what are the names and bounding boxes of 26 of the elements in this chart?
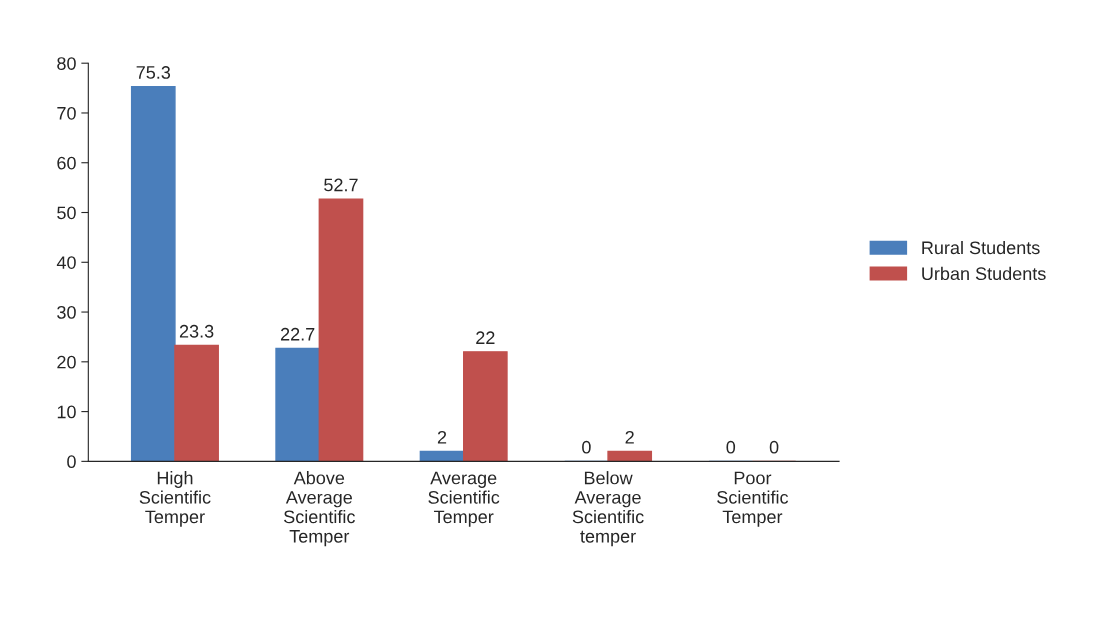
data-label: 22 — [476, 331, 495, 344]
data-label: 52.7 — [324, 178, 358, 192]
x-tick-label: Average Scientific Temper — [428, 471, 500, 527]
x-tick-label: Below Average Scientific temper — [572, 471, 644, 547]
y-tick-label: 40 — [56, 256, 76, 269]
x-tick-label: Poor Scientific Temper — [717, 471, 789, 527]
data-label: 2 — [625, 430, 634, 444]
y-tick-label: 60 — [57, 156, 76, 170]
data-label: 0 — [769, 440, 779, 454]
data-label: 0 — [582, 440, 591, 454]
legend-label: Urban Students — [922, 266, 1046, 281]
data-label: 23.3 — [179, 324, 214, 338]
x-tick-label: Above Average Scientific Temper — [284, 471, 355, 547]
y-tick-label: 10 — [57, 405, 76, 419]
data-label: 0 — [726, 440, 736, 454]
legend-label: Rural Students — [922, 240, 1040, 255]
y-tick-label: 30 — [57, 305, 76, 319]
y-tick-label: 80 — [57, 57, 76, 70]
y-tick-label: 0 — [67, 455, 76, 469]
data-label: 2 — [437, 430, 447, 444]
y-tick-label: 70 — [57, 106, 76, 120]
x-tick-label: High Scientific Temper — [139, 471, 211, 527]
data-label: 22.7 — [280, 327, 315, 341]
data-label: 75.3 — [136, 66, 171, 79]
y-tick-label: 20 — [57, 355, 76, 369]
y-tick-label: 50 — [57, 206, 76, 220]
